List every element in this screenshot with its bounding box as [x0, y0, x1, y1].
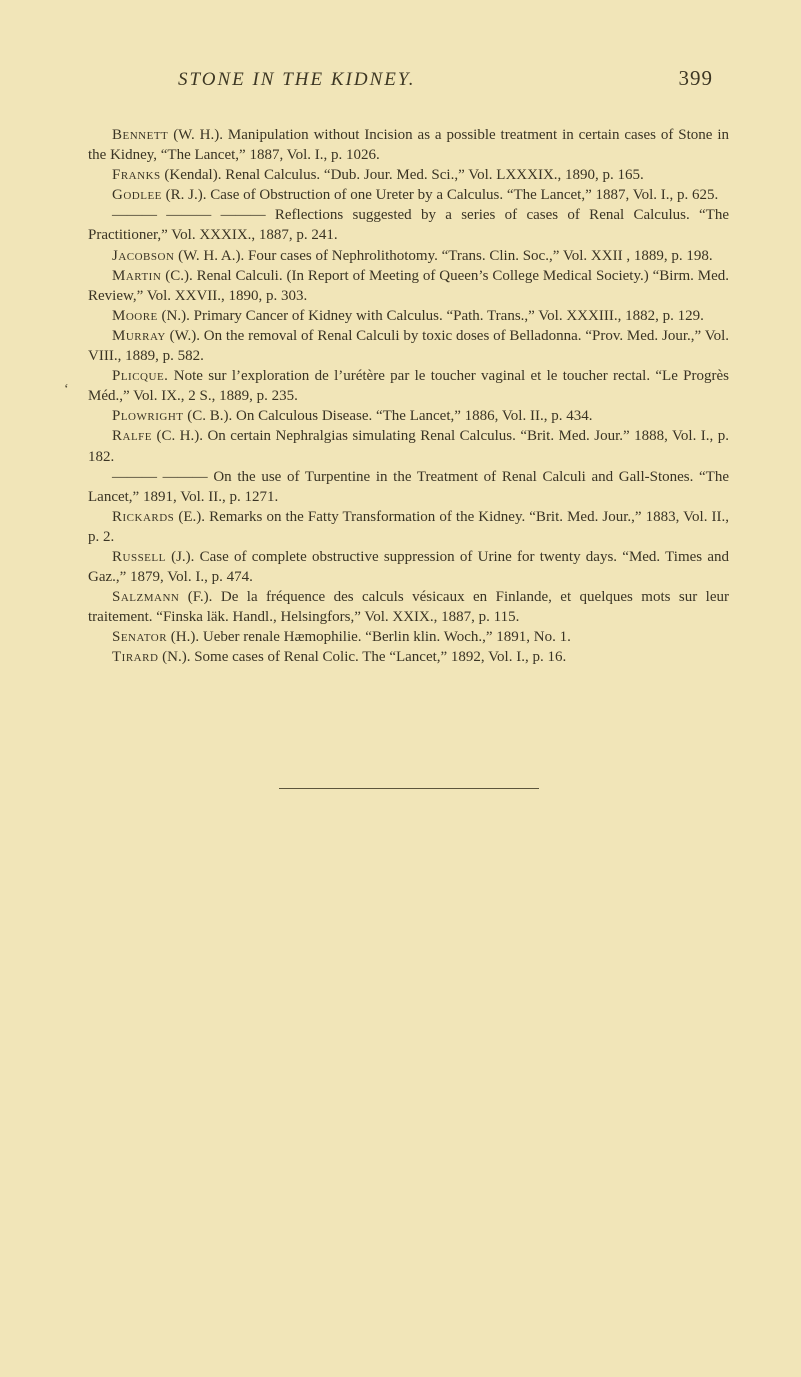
- bibliography-entry: Jacobson (W. H. A.). Four cases of Nephr…: [88, 246, 729, 266]
- bibliography-entry: Tirard (N.). Some cases of Renal Colic. …: [88, 647, 729, 667]
- author-initials: (C.).: [165, 268, 193, 284]
- bibliography-entry: Rickards (E.). Remarks on the Fatty Tran…: [88, 507, 729, 547]
- bibliography-entry: Russell (J.). Case of complete obstructi…: [88, 547, 729, 587]
- bibliography-entry: Plicque. Note sur l’exploration de l’uré…: [88, 366, 729, 406]
- author-initials: (W. H.).: [173, 127, 223, 143]
- author-initials: (N.).: [162, 308, 190, 324]
- author-name: Senator: [112, 629, 167, 645]
- entry-text: On Calculous Disease. “The Lancet,” 1886…: [236, 408, 592, 424]
- entry-text: Four cases of Nephrolithotomy. “Trans. C…: [248, 248, 713, 264]
- author-name: Martin: [112, 268, 161, 284]
- author-initials: (C. H.).: [156, 428, 203, 444]
- bibliography-entry: Salzmann (F.). De la fréquence des calcu…: [88, 587, 729, 627]
- author-name: Tirard: [112, 649, 158, 665]
- bibliography-entry: Ralfe (C. H.). On certain Nephralgias si…: [88, 426, 729, 466]
- author-name: Plicque.: [112, 368, 168, 384]
- entry-text: Note sur l’exploration de l’urétère par …: [88, 368, 729, 404]
- page: STONE IN THE KIDNEY. 399 ‘ Bennett (W. H…: [0, 0, 801, 1377]
- author-name: Moore: [112, 308, 158, 324]
- author-initials: (C. B.).: [187, 408, 232, 424]
- author-name: Murray: [112, 328, 166, 344]
- bibliography-entry: Franks (Kendal). Renal Calculus. “Dub. J…: [88, 165, 729, 185]
- bibliography-entry: Plowright (C. B.). On Calculous Disease.…: [88, 406, 729, 426]
- entry-text: Primary Cancer of Kidney with Calculus. …: [194, 308, 704, 324]
- author-initials: (Kendal).: [164, 167, 221, 183]
- margin-tick-glyph: ‘: [64, 382, 69, 398]
- author-name: Franks: [112, 167, 161, 183]
- bibliography-entry: Godlee (R. J.). Case of Obstruction of o…: [88, 185, 729, 205]
- author-initials: (E.).: [178, 509, 205, 525]
- author-name: ——— ——— ———: [112, 207, 266, 223]
- entry-text: Ueber renale Hæmophilie. “Berlin klin. W…: [203, 629, 571, 645]
- running-header: STONE IN THE KIDNEY. 399: [88, 66, 729, 91]
- author-initials: (H.).: [171, 629, 199, 645]
- author-name: Jacobson: [112, 248, 174, 264]
- author-name: Godlee: [112, 187, 162, 203]
- bibliography-entry: ——— ——— ——— Reflections suggested by a s…: [88, 205, 729, 245]
- author-name: Plowright: [112, 408, 184, 424]
- running-title: STONE IN THE KIDNEY.: [178, 69, 415, 91]
- bibliography-entry: Bennett (W. H.). Manipulation without In…: [88, 125, 729, 165]
- author-initials: (J.).: [171, 549, 194, 565]
- entry-text: Case of Obstruction of one Ureter by a C…: [210, 187, 718, 203]
- author-name: Bennett: [112, 127, 168, 143]
- page-number: 399: [679, 66, 714, 91]
- author-initials: (F.).: [188, 589, 213, 605]
- entry-text: Some cases of Renal Colic. The “Lancet,”…: [194, 649, 566, 665]
- author-name: Ralfe: [112, 428, 152, 444]
- author-initials: (N.).: [162, 649, 190, 665]
- section-rule: [279, 788, 539, 789]
- author-initials: (R. J.).: [166, 187, 207, 203]
- author-initials: (W.).: [170, 328, 200, 344]
- bibliography-entry: Murray (W.). On the removal of Renal Cal…: [88, 326, 729, 366]
- bibliography-entry: Senator (H.). Ueber renale Hæmophilie. “…: [88, 627, 729, 647]
- entry-text: Renal Calculus. “Dub. Jour. Med. Sci.,” …: [225, 167, 644, 183]
- author-name: Rickards: [112, 509, 174, 525]
- author-name: Russell: [112, 549, 166, 565]
- author-name: ——— ———: [112, 469, 208, 485]
- bibliography-entry: Martin (C.). Renal Calculi. (In Report o…: [88, 266, 729, 306]
- author-name: Salzmann: [112, 589, 179, 605]
- bibliography-entry: Moore (N.). Primary Cancer of Kidney wit…: [88, 306, 729, 326]
- bibliography-entry: ——— ——— On the use of Turpentine in the …: [88, 467, 729, 507]
- author-initials: (W. H. A.).: [178, 248, 244, 264]
- entry-text: De la fréquence des calculs vésicaux en …: [88, 589, 729, 625]
- bibliography-body: Bennett (W. H.). Manipulation without In…: [88, 125, 729, 668]
